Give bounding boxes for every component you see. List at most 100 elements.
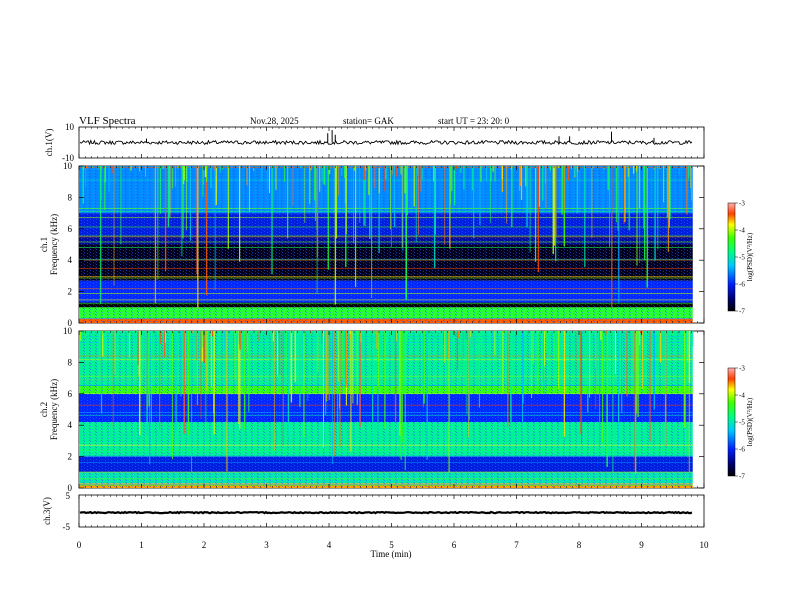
spectrogram-streak	[413, 166, 415, 207]
spectrogram-streak	[599, 331, 600, 446]
spectrogram-streak	[322, 331, 324, 338]
spectrogram-streak	[234, 331, 236, 380]
spectrogram-line	[79, 207, 693, 209]
spectrogram-streak	[552, 166, 555, 255]
spectrogram-line	[79, 437, 693, 438]
spectrogram-streak	[322, 166, 324, 184]
date-label: Nov.28, 2025	[250, 116, 299, 126]
spectrogram-streak	[391, 166, 392, 248]
y-tick-label: 8	[68, 192, 73, 202]
spectrogram-streak	[143, 166, 145, 169]
ch2-spec-ylabel: Frequency (kHz)	[49, 379, 59, 440]
spectrogram-streak	[678, 166, 680, 175]
figure-title: VLF Spectra	[79, 115, 136, 127]
spectrogram-streak	[606, 331, 608, 334]
spectrogram-streak	[689, 166, 691, 177]
spectrogram-streak	[172, 166, 174, 189]
spectrogram-streak	[577, 166, 579, 172]
spectrogram-streak	[692, 331, 694, 347]
spectrogram-streak	[589, 331, 591, 398]
spectrogram-streak	[654, 166, 656, 261]
spectrogram-streak	[373, 331, 375, 335]
spectrogram-streak	[507, 331, 509, 427]
spectrogram-streak	[377, 331, 379, 387]
spectrogram-streak	[537, 331, 539, 390]
spectrogram-streak	[666, 166, 668, 172]
spectrogram-streak	[401, 166, 403, 248]
spectrogram-streak	[165, 331, 166, 343]
spectrogram-streak	[339, 331, 340, 409]
spectrogram-streak	[494, 166, 496, 182]
spectrogram-streak	[167, 166, 170, 227]
spectrogram-line	[79, 414, 693, 416]
spectrogram-streak	[196, 166, 198, 274]
spectrogram-streak	[402, 166, 404, 252]
ch1-spec-ylabel: Frequency (kHz)	[49, 214, 59, 275]
spectrogram-streak	[390, 331, 392, 338]
x-axis: 0 1 2 3 4 5 6 7 8 9 10	[77, 127, 709, 550]
spectrogram-streak	[338, 166, 339, 196]
spectrogram-streak	[546, 331, 547, 354]
spectrogram-streak	[447, 331, 449, 359]
spectrogram-streak	[478, 331, 480, 408]
spectrogram-streak	[618, 166, 620, 303]
y-tick-label: 4	[68, 420, 73, 430]
ch1-ytick-max: 10	[65, 122, 75, 132]
ch1-ytick-min: -10	[62, 153, 74, 163]
spectrogram-line	[79, 478, 693, 480]
colorbar-tick-label: -5	[739, 254, 745, 262]
spectrogram-streak	[272, 331, 274, 342]
spectrogram-streak	[563, 166, 565, 211]
spectrogram-streak	[535, 166, 537, 262]
spectrogram-streak	[378, 166, 380, 194]
spectrogram-streak	[520, 166, 523, 200]
spectrogram-streak	[595, 331, 597, 410]
spectrogram-streak	[303, 331, 305, 438]
spectrogram-streak	[669, 166, 671, 220]
spectrogram-streak	[213, 331, 215, 435]
spectrogram-streak	[465, 331, 467, 340]
ch3-ytick-min: -5	[63, 522, 71, 532]
spectrogram-streak	[563, 331, 566, 437]
spectrogram-streak	[522, 331, 523, 423]
spectrogram-streak	[171, 331, 173, 363]
spectrogram-streak	[365, 166, 367, 171]
spectrogram-streak	[657, 166, 659, 250]
spectrogram-streak	[443, 331, 444, 345]
spectrogram-streak	[545, 166, 547, 209]
spectrogram-streak	[113, 166, 115, 286]
spectrogram-streak	[683, 331, 686, 428]
spectrogram-streak	[206, 166, 208, 182]
spectrogram-streak	[537, 166, 540, 273]
spectrogram-streak	[688, 166, 689, 180]
spectrogram-streak	[344, 166, 346, 204]
spectrogram-streak	[157, 166, 159, 280]
spectrogram-streak	[287, 331, 290, 438]
spectrogram-streak	[395, 331, 397, 342]
spectrogram-streak	[239, 166, 241, 262]
y-tick-label: 6	[68, 224, 73, 234]
spectrogram-streak	[191, 331, 193, 472]
spectrogram-streak	[164, 331, 166, 358]
ch2-spectrogram-image	[79, 331, 694, 488]
spectrogram-line	[79, 277, 693, 279]
spectrogram-streak	[687, 331, 689, 363]
spectrogram-streak	[580, 331, 582, 434]
spectrogram-streak	[618, 331, 620, 446]
spectrogram-streak	[349, 331, 351, 340]
spectrogram-streak	[522, 331, 524, 404]
spectrogram-streak	[374, 166, 375, 188]
spectrogram-streak	[628, 166, 630, 231]
spectrogram-line	[79, 404, 693, 406]
spectrogram-streak	[356, 331, 358, 405]
spectrogram-streak	[401, 331, 403, 442]
spectrogram-streak	[468, 331, 470, 421]
spectrogram-line	[79, 471, 693, 473]
spectrogram-streak	[210, 166, 212, 189]
spectrogram-streak	[359, 166, 361, 223]
spectrogram-line	[79, 462, 693, 463]
spectrogram-streak	[285, 331, 287, 369]
spectrogram-streak	[433, 166, 436, 269]
spectrogram-streak	[82, 166, 84, 204]
